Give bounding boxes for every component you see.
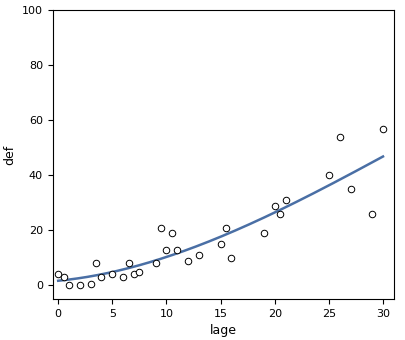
Point: [281, 198, 288, 203]
Point: [130, 272, 137, 277]
Point: [217, 241, 223, 247]
Point: [222, 225, 229, 231]
Point: [276, 211, 283, 217]
Point: [174, 247, 180, 252]
Point: [271, 203, 277, 208]
Point: [109, 272, 115, 277]
Point: [325, 173, 331, 178]
Point: [158, 225, 164, 231]
X-axis label: lage: lage: [209, 324, 236, 338]
Y-axis label: def: def: [4, 144, 17, 165]
Point: [119, 274, 126, 280]
Point: [98, 274, 104, 280]
Point: [346, 186, 353, 192]
Point: [368, 211, 375, 217]
Point: [87, 281, 94, 287]
Point: [77, 283, 83, 288]
Point: [336, 134, 342, 139]
Point: [93, 261, 99, 266]
Point: [136, 269, 142, 274]
Point: [66, 283, 72, 288]
Point: [260, 231, 266, 236]
Point: [55, 272, 61, 277]
Point: [195, 252, 202, 258]
Point: [125, 261, 132, 266]
Point: [184, 258, 191, 264]
Point: [60, 274, 67, 280]
Point: [379, 126, 385, 131]
Point: [163, 247, 169, 252]
Point: [152, 261, 158, 266]
Point: [168, 231, 175, 236]
Point: [228, 255, 234, 261]
